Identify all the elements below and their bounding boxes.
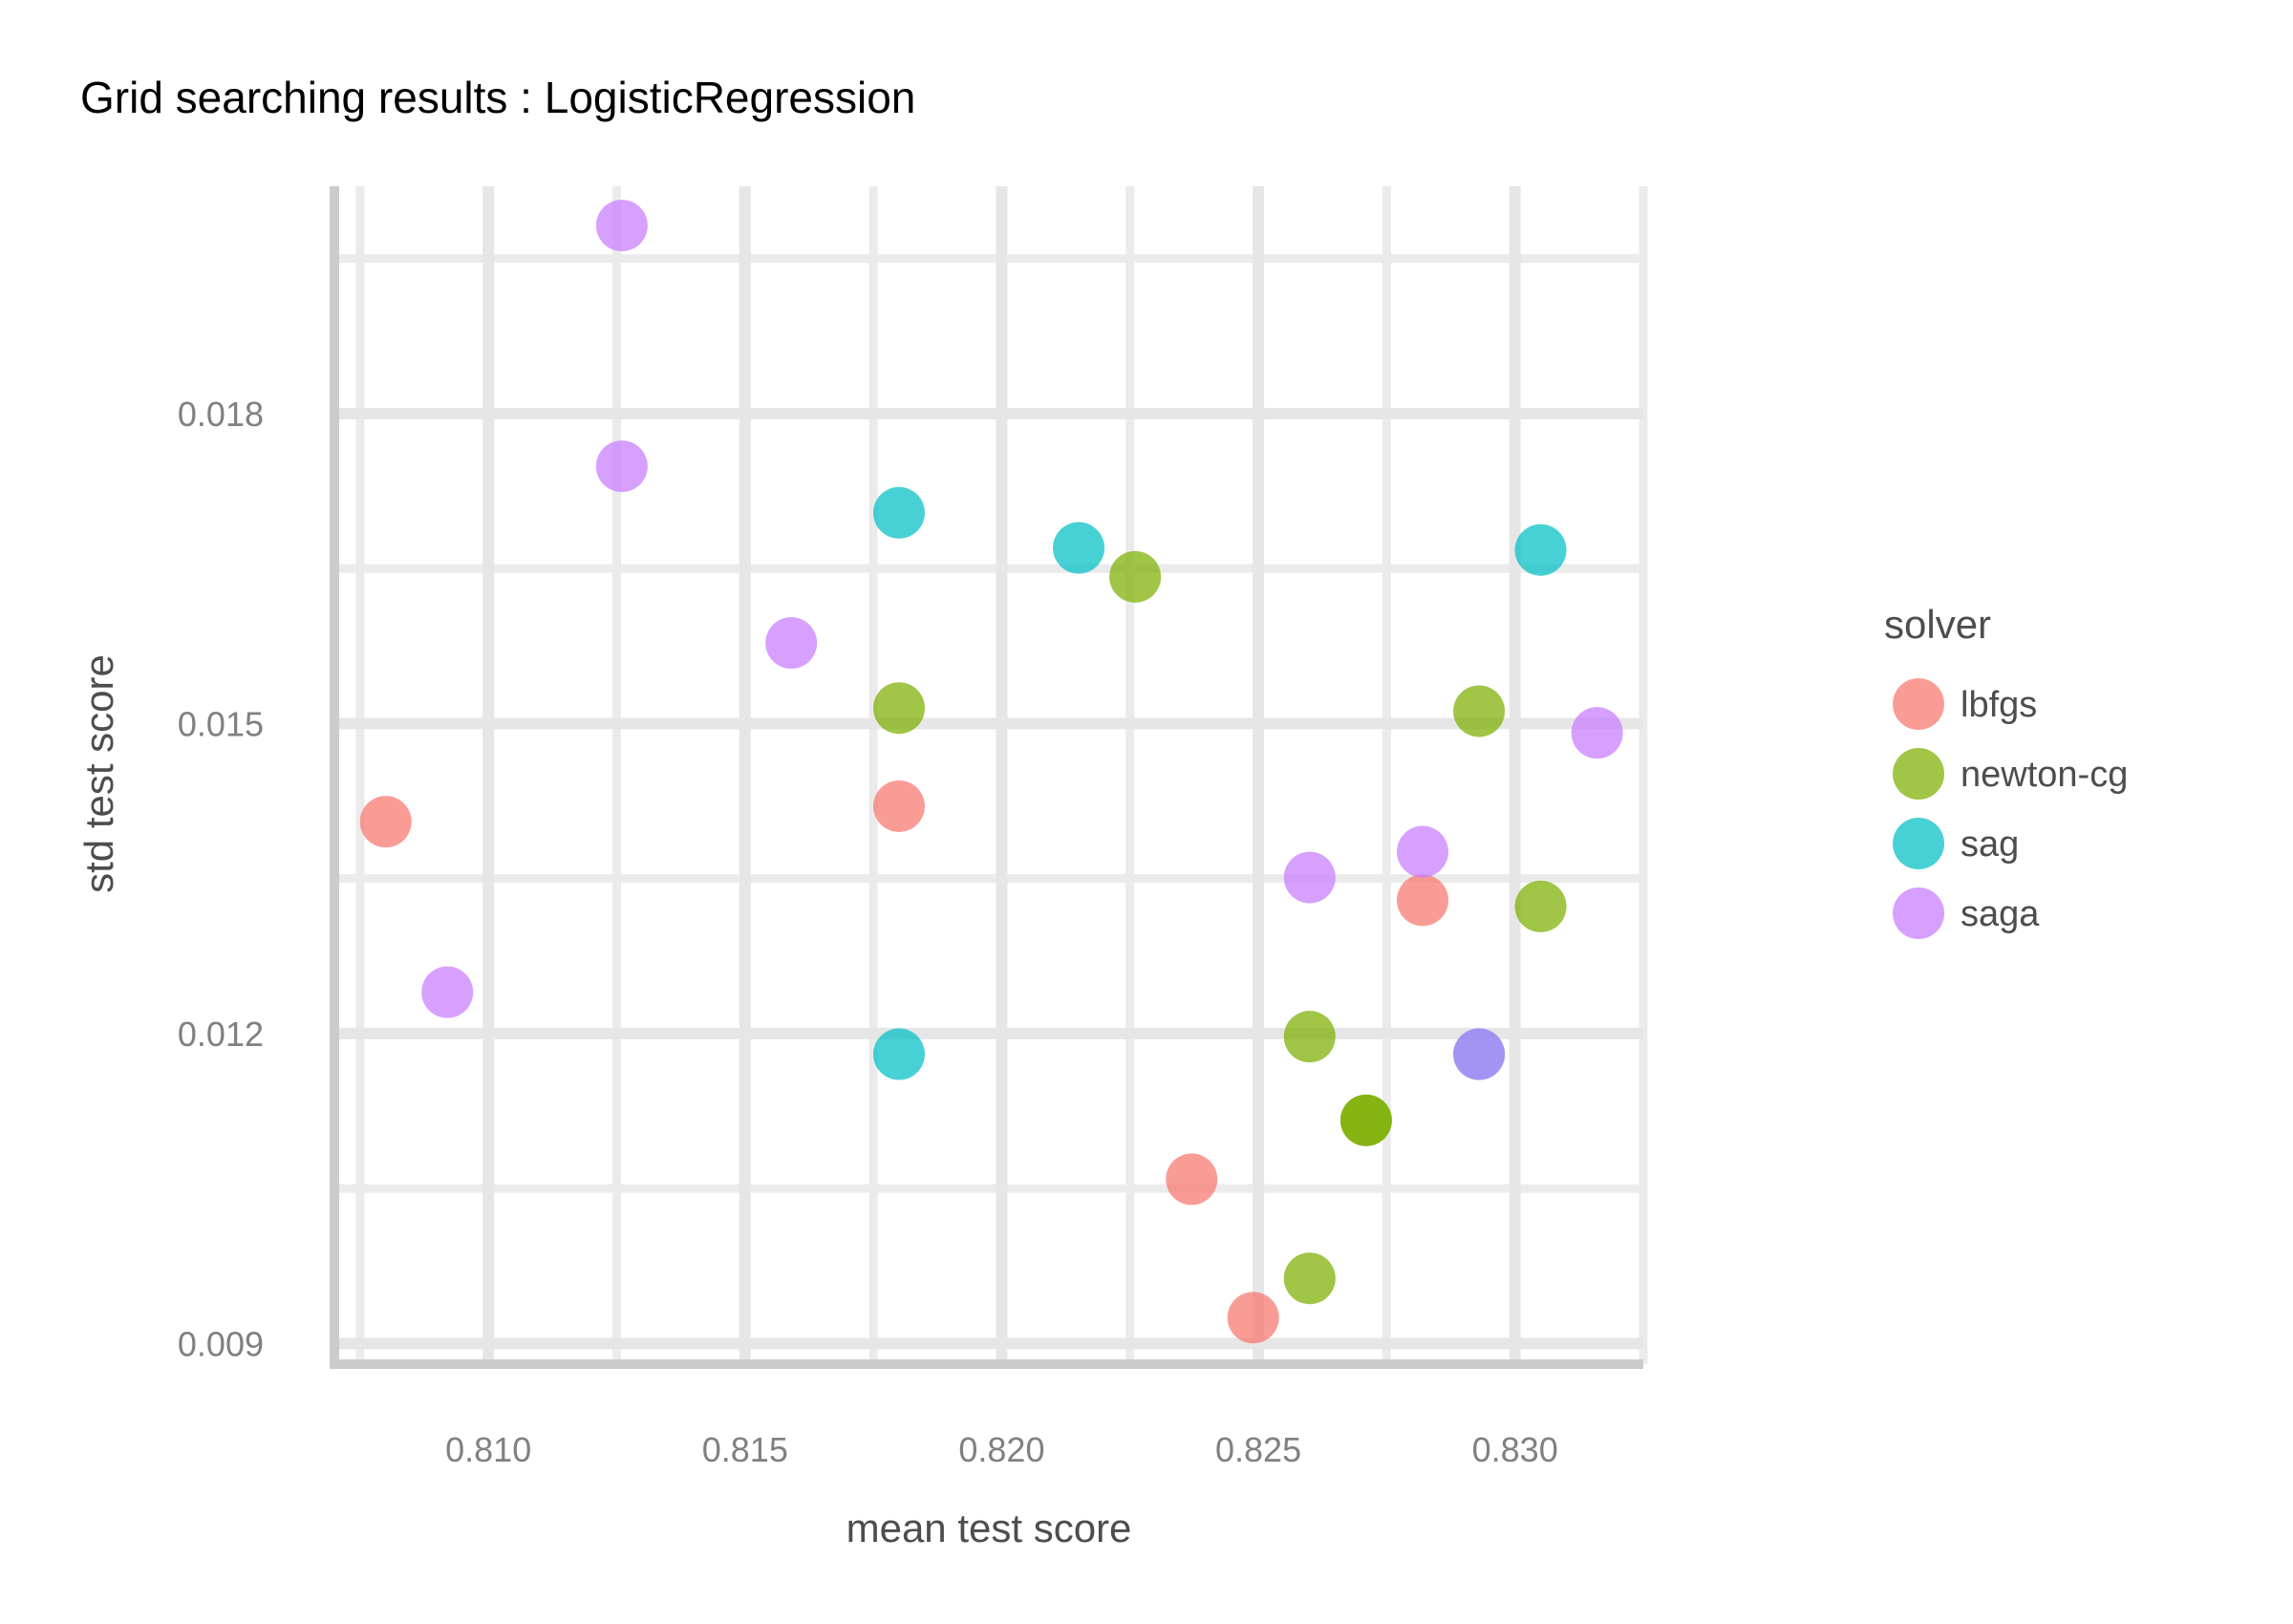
legend-label-lbfgs: lbfgs <box>1961 685 2037 725</box>
legend-label-newton-cg: newton-cg <box>1961 755 2128 795</box>
grid-lines <box>334 186 1648 1364</box>
x-axis-title: mean test score <box>846 1506 1132 1550</box>
y-tick-label: 0.018 <box>178 395 264 434</box>
legend-title: solver <box>1884 602 1991 647</box>
data-point-newton-cg <box>1283 1011 1336 1063</box>
legend: solver lbfgs newton-cg sag saga <box>1884 602 2128 939</box>
legend-label-sag: sag <box>1961 824 2019 865</box>
x-tick-labels: 0.810 0.815 0.820 0.825 0.830 <box>445 1430 1558 1469</box>
data-point-lbfgs <box>872 780 925 832</box>
data-point-sag <box>872 1028 925 1080</box>
y-tick-label: 0.015 <box>178 704 264 743</box>
y-axis-title: std test score <box>76 654 121 893</box>
axes <box>330 186 1643 1369</box>
x-tick-label: 0.820 <box>958 1430 1044 1469</box>
data-point-newton-cg <box>1283 1252 1336 1305</box>
data-point-saga <box>1396 825 1448 878</box>
data-point-sag <box>1514 524 1567 576</box>
data-point-newton-cg <box>1109 550 1162 603</box>
x-tick-label: 0.815 <box>702 1430 788 1469</box>
x-tick-label: 0.825 <box>1215 1430 1301 1469</box>
data-point-newton-cg <box>1339 1094 1392 1146</box>
chart-title: Grid searching results : LogisticRegress… <box>80 73 915 122</box>
legend-key-newton-cg <box>1893 748 1944 800</box>
data-point-sag <box>1053 522 1105 574</box>
y-tick-labels: 0.009 0.012 0.015 0.018 <box>178 395 264 1363</box>
x-tick-label: 0.810 <box>445 1430 531 1469</box>
data-point-sag <box>872 486 925 539</box>
legend-key-sag <box>1893 818 1944 869</box>
y-tick-label: 0.009 <box>178 1324 264 1363</box>
data-points <box>359 200 1623 1344</box>
data-point-newton-cg <box>872 682 925 735</box>
legend-label-saga: saga <box>1961 894 2040 934</box>
data-point-lbfgs <box>1227 1292 1279 1344</box>
legend-key-saga <box>1893 887 1944 939</box>
data-point-saga <box>595 440 648 493</box>
data-point-saga <box>421 966 474 1018</box>
data-point-saga <box>1571 707 1623 759</box>
data-point-newton-cg <box>1453 685 1506 737</box>
x-tick-label: 0.830 <box>1472 1430 1558 1469</box>
data-point-lbfgs <box>1396 874 1448 927</box>
data-point-lbfgs <box>359 796 412 848</box>
data-point-saga <box>1453 1028 1506 1080</box>
data-point-saga <box>595 200 648 252</box>
legend-key-lbfgs <box>1893 678 1944 730</box>
data-point-saga <box>1283 851 1336 904</box>
data-point-newton-cg <box>1514 880 1567 932</box>
data-point-lbfgs <box>1166 1153 1218 1206</box>
y-tick-label: 0.012 <box>178 1015 264 1054</box>
data-point-saga <box>765 617 818 670</box>
